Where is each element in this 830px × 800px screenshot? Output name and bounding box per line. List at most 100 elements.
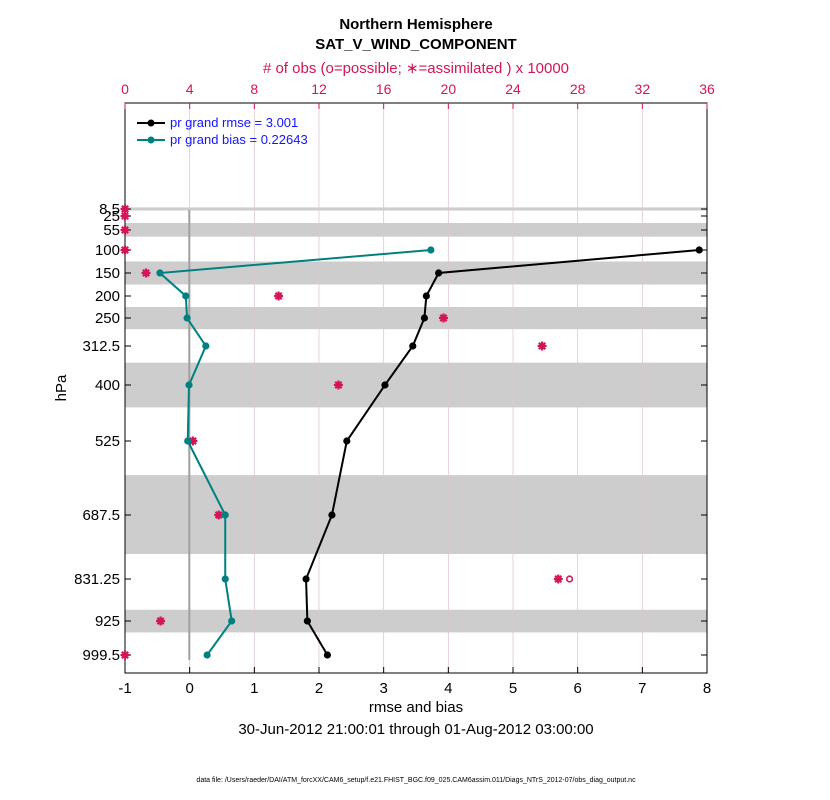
star-arm [188, 437, 197, 445]
pr-grand-rmse-point [695, 246, 703, 254]
obs-assimilated-marker [120, 650, 130, 660]
obs-assimilated-marker [274, 291, 284, 301]
top-tick-label: 12 [311, 81, 327, 97]
top-tick-label: 32 [635, 81, 651, 97]
x-tick-label: 5 [509, 680, 517, 697]
obs-assimilated-marker [333, 380, 343, 390]
top-tick-label: 36 [699, 81, 715, 97]
pr-grand-bias-point [183, 314, 191, 322]
bottom-axis: -1 0 1 2 3 4 5 6 7 8 [118, 667, 711, 697]
obs-assimilated-marker [553, 574, 563, 584]
shaded-layer [125, 475, 707, 554]
top-tick-label: 0 [121, 81, 129, 97]
x-tick-label: 7 [638, 680, 646, 697]
x-tick-label: 2 [315, 680, 323, 697]
pr-grand-rmse-point [323, 651, 332, 659]
star-arm [142, 269, 150, 277]
legend-rmse-marker [147, 119, 155, 127]
x-axis-label: rmse and bias [369, 699, 463, 716]
shaded-layer [125, 261, 707, 285]
chart-subtitle: SAT_V_WIND_COMPONENT [315, 36, 516, 53]
y-tick-label: 687.5 [82, 507, 120, 524]
obs-assimilated-marker [120, 245, 130, 255]
pr-grand-rmse-point [302, 575, 310, 583]
obs-count-markers [120, 204, 574, 660]
top-tick-label: 8 [250, 81, 258, 97]
y-tick-label: 150 [95, 265, 120, 282]
obs-assimilated-marker [537, 341, 547, 351]
pr-grand-rmse-point [420, 314, 429, 322]
x-tick-label: 1 [250, 680, 258, 697]
obs-assimilated-marker [120, 211, 130, 221]
star-arm [121, 246, 129, 254]
y-tick-label: 999.5 [82, 647, 120, 664]
top-tick-label: 20 [441, 81, 457, 97]
x-tick-label: 4 [444, 680, 452, 697]
series [156, 246, 703, 659]
shaded-layers [125, 207, 707, 633]
star-arm [538, 342, 547, 350]
shaded-layer [125, 307, 707, 330]
chart-title: Northern Hemisphere [339, 16, 492, 33]
top-tick-label: 24 [505, 81, 521, 97]
star-arm [274, 292, 283, 300]
star-arm [439, 314, 448, 322]
pr-grand-bias-point [221, 511, 229, 519]
pr-grand-bias-point [156, 269, 164, 277]
y-tick-label: 8.5 [99, 201, 120, 218]
pr-grand-rmse-point [422, 292, 430, 300]
y-tick-label: 831.25 [74, 571, 120, 588]
pr-grand-bias-point [202, 342, 210, 350]
star-arm [214, 511, 223, 519]
top-axis: 0 4 8 12 16 20 24 28 32 36 [121, 81, 715, 109]
pr-grand-bias-point [182, 292, 190, 300]
star-arm [554, 575, 563, 583]
y-tick-label: 925 [95, 613, 120, 630]
top-axis-label: # of obs (o=possible; ∗=assimilated ) x … [263, 60, 569, 77]
x-tick-label: 3 [379, 680, 387, 697]
obs-assimilated-marker [156, 616, 166, 626]
pr-grand-rmse-point [435, 269, 443, 277]
obs-assimilated-marker [141, 268, 151, 278]
date-range: 30-Jun-2012 21:00:01 through 01-Aug-2012… [238, 721, 593, 738]
legend-rmse-label: pr grand rmse = 3.001 [170, 115, 298, 130]
shaded-layer [125, 223, 707, 237]
top-tick-label: 28 [570, 81, 586, 97]
y-tick-label: 400 [95, 377, 120, 394]
pr-grand-rmse-point [328, 511, 336, 519]
star-arm [156, 617, 165, 625]
obs-assimilated-marker [438, 313, 448, 323]
shaded-layer [125, 362, 707, 408]
star-arm [121, 212, 129, 220]
star-arm [121, 205, 129, 213]
y-axis-label: hPa [53, 374, 70, 401]
y-tick-label: 525 [95, 433, 120, 450]
pr-grand-rmse-point [343, 437, 351, 445]
y-tick-label: 55 [103, 222, 120, 239]
y-tick-label: 200 [95, 288, 120, 305]
pr-grand-bias-point [228, 617, 236, 625]
footnote: data file: /Users/raeder/DAI/ATM_forcXX/… [196, 777, 636, 784]
pr-grand-bias-point [184, 437, 192, 445]
y-tick-label: 25 [103, 208, 120, 225]
star-arm [334, 381, 343, 389]
x-tick-label: -1 [118, 680, 131, 697]
y-tick-label: 312.5 [82, 338, 120, 355]
shaded-layer [125, 609, 707, 633]
x-tick-label: 8 [703, 680, 711, 697]
pr-grand-bias-point [427, 246, 435, 254]
top-tick-label: 16 [376, 81, 392, 97]
plot-frame [124, 102, 708, 674]
obs-assimilated-marker [120, 225, 130, 235]
top-tick-label: 4 [186, 81, 194, 97]
y-tick-label: 100 [95, 242, 120, 259]
legend-bias-marker [147, 136, 155, 144]
legend: pr grand rmse = 3.001 pr grand bias = 0.… [137, 115, 308, 147]
legend-bias-label: pr grand bias = 0.22643 [170, 132, 308, 147]
pr-grand-bias-point [221, 575, 229, 583]
star-arm [121, 226, 129, 234]
obs-possible-marker [565, 575, 574, 583]
star-arm [121, 651, 129, 659]
